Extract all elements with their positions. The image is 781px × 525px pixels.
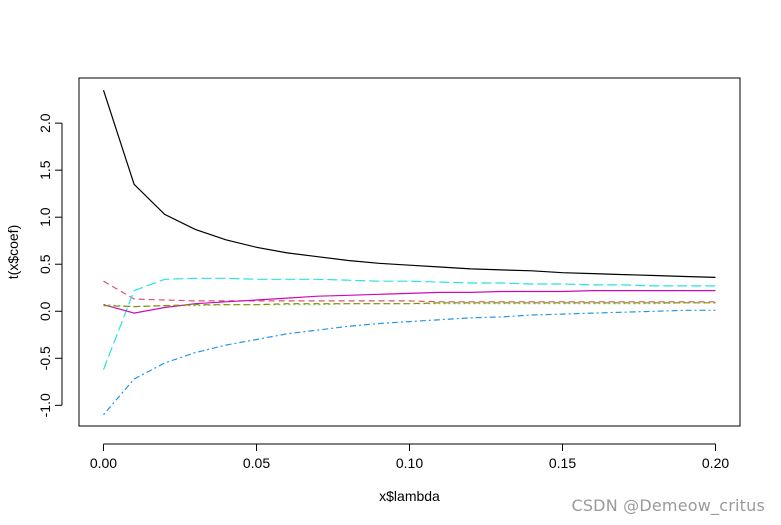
y-tick-label: 0.0 [37, 301, 53, 321]
x-axis-title: x$lambda [379, 488, 440, 504]
watermark: CSDN @Demeow_critus [571, 496, 765, 515]
y-axis: -1.0 -0.5 0.0 0.5 1.0 1.5 2.0 [37, 113, 63, 417]
plot-frame [78, 77, 741, 427]
series-line-4 [103, 309, 716, 416]
series-line-1 [102, 90, 716, 278]
x-tick-label: 0.10 [396, 455, 423, 471]
y-tick-label: -0.5 [37, 346, 53, 370]
series-line-2 [103, 280, 716, 303]
x-tick-label: 0.15 [549, 455, 576, 471]
series-line-7 [103, 302, 716, 308]
y-tick-label: 2.0 [37, 113, 53, 133]
x-tick-label: 0.20 [702, 455, 729, 471]
x-axis: 0.00 0.05 0.10 0.15 0.20 [90, 443, 729, 471]
x-tick-label: 0.05 [243, 455, 270, 471]
y-tick-label: 1.5 [37, 160, 53, 180]
y-axis-title: t(x$coef) [5, 225, 21, 279]
x-tick-label: 0.00 [90, 455, 117, 471]
y-tick-label: 0.5 [37, 254, 53, 274]
y-tick-label: 1.0 [37, 207, 53, 227]
y-tick-label: -1.0 [37, 393, 53, 417]
series-line-5 [102, 277, 716, 370]
series-layer [102, 90, 716, 416]
series-line-6 [103, 290, 716, 314]
series-line-3 [103, 302, 716, 308]
